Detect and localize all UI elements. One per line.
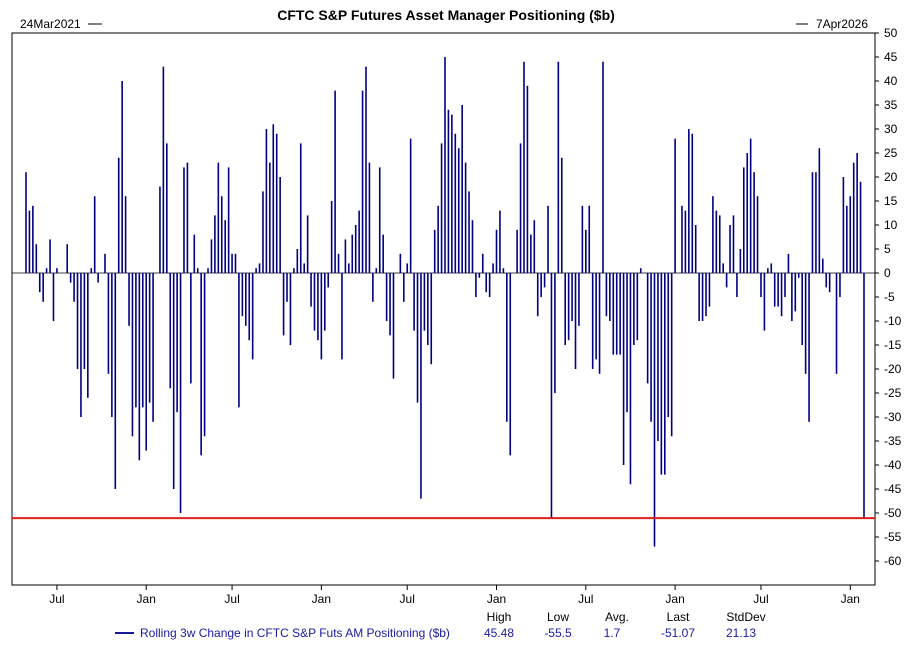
x-tick-label: Jul (753, 592, 768, 606)
y-tick-label: 30 (884, 122, 898, 136)
y-tick-label: 5 (884, 242, 891, 256)
x-tick-label: Jul (578, 592, 593, 606)
y-axis: 50454035302520151050-5-10-15-20-25-30-35… (875, 26, 902, 568)
bars-group (25, 57, 865, 547)
x-tick-label: Jul (400, 592, 415, 606)
start-date-label: 24Mar2021 (20, 17, 81, 31)
y-tick-label: -5 (884, 290, 895, 304)
stat-value-high: 45.48 (484, 626, 514, 640)
y-tick-label: -25 (884, 386, 902, 400)
y-tick-label: -15 (884, 338, 902, 352)
y-tick-label: -55 (884, 530, 902, 544)
x-tick-label: Jan (137, 592, 156, 606)
stat-value-low: -55.5 (544, 626, 572, 640)
x-axis: Jul Jan Jul Jan Jul Jan Jul Jan Jul Jan (49, 585, 860, 606)
y-tick-label: -10 (884, 314, 902, 328)
stat-header-avg: Avg. (605, 610, 629, 624)
stat-header-high: High (487, 610, 512, 624)
chart-title: CFTC S&P Futures Asset Manager Positioni… (277, 7, 615, 23)
y-tick-label: 35 (884, 98, 898, 112)
y-tick-label: -35 (884, 434, 902, 448)
y-tick-label: 0 (884, 266, 891, 280)
x-tick-label: Jan (487, 592, 506, 606)
stat-header-stddev: StdDev (726, 610, 765, 624)
stat-value-avg: 1.7 (604, 626, 621, 640)
y-tick-label: 40 (884, 74, 898, 88)
y-tick-label: -50 (884, 506, 902, 520)
x-tick-label: Jul (224, 592, 239, 606)
plot-frame (11, 32, 876, 586)
y-tick-label: 10 (884, 218, 898, 232)
y-tick-label: 15 (884, 194, 898, 208)
x-tick-label: Jan (312, 592, 331, 606)
y-tick-label: 20 (884, 170, 898, 184)
stat-value-last: -51.07 (661, 626, 695, 640)
stat-header-last: Last (667, 610, 690, 624)
stat-value-stddev: 21.13 (726, 626, 756, 640)
y-tick-label: 50 (884, 26, 898, 40)
legend-series-name: Rolling 3w Change in CFTC S&P Futs AM Po… (140, 626, 450, 640)
y-tick-label: -40 (884, 458, 902, 472)
end-date-label: 7Apr2026 (816, 17, 868, 31)
x-tick-label: Jan (841, 592, 860, 606)
y-tick-label: -60 (884, 554, 902, 568)
x-tick-label: Jan (665, 592, 684, 606)
stat-header-low: Low (547, 610, 569, 624)
y-tick-label: 45 (884, 50, 898, 64)
y-tick-label: -45 (884, 482, 902, 496)
y-tick-label: 25 (884, 146, 898, 160)
x-tick-label: Jul (49, 592, 64, 606)
stats-table: High Low Avg. Last StdDev Rolling 3w Cha… (115, 610, 766, 640)
y-tick-label: -20 (884, 362, 902, 376)
y-tick-label: -30 (884, 410, 902, 424)
